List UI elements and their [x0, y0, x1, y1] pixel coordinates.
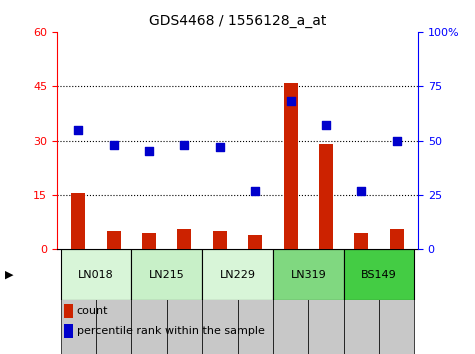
Bar	[64, 324, 73, 338]
Text: BS149: BS149	[361, 270, 397, 280]
Text: LN018: LN018	[78, 270, 114, 280]
Point	[393, 138, 400, 143]
Bar	[238, 249, 273, 354]
Bar	[167, 249, 202, 354]
Text: LN215: LN215	[149, 270, 185, 280]
Bar	[248, 235, 262, 249]
Point	[110, 142, 117, 148]
Bar	[213, 231, 227, 249]
Bar	[106, 231, 121, 249]
Point	[145, 149, 153, 154]
Bar	[390, 229, 404, 249]
Bar	[379, 249, 415, 354]
Bar	[344, 249, 379, 354]
Bar	[177, 229, 191, 249]
Bar	[354, 233, 369, 249]
Bar	[142, 233, 156, 249]
Bar	[273, 249, 308, 354]
Bar	[60, 249, 131, 300]
Point	[322, 122, 330, 128]
Bar	[96, 249, 131, 354]
Bar	[308, 249, 344, 354]
Text: LN319: LN319	[290, 270, 326, 280]
Point	[287, 99, 294, 104]
Text: percentile rank within the sample: percentile rank within the sample	[77, 326, 265, 336]
Bar	[319, 144, 333, 249]
Bar	[273, 249, 344, 300]
Text: count: count	[77, 306, 108, 316]
Point	[216, 144, 224, 150]
Bar	[202, 249, 238, 354]
Bar	[71, 193, 86, 249]
Bar	[284, 82, 298, 249]
Point	[358, 188, 365, 193]
Bar	[64, 304, 73, 318]
Title: GDS4468 / 1556128_a_at: GDS4468 / 1556128_a_at	[149, 14, 326, 28]
Text: LN229: LN229	[219, 270, 256, 280]
Point	[180, 142, 188, 148]
Bar	[131, 249, 167, 354]
Bar	[60, 249, 96, 354]
Text: cell line  ▶: cell line ▶	[0, 270, 14, 280]
Point	[251, 188, 259, 193]
Bar	[202, 249, 273, 300]
Point	[75, 127, 82, 132]
Bar	[344, 249, 415, 300]
Bar	[131, 249, 202, 300]
